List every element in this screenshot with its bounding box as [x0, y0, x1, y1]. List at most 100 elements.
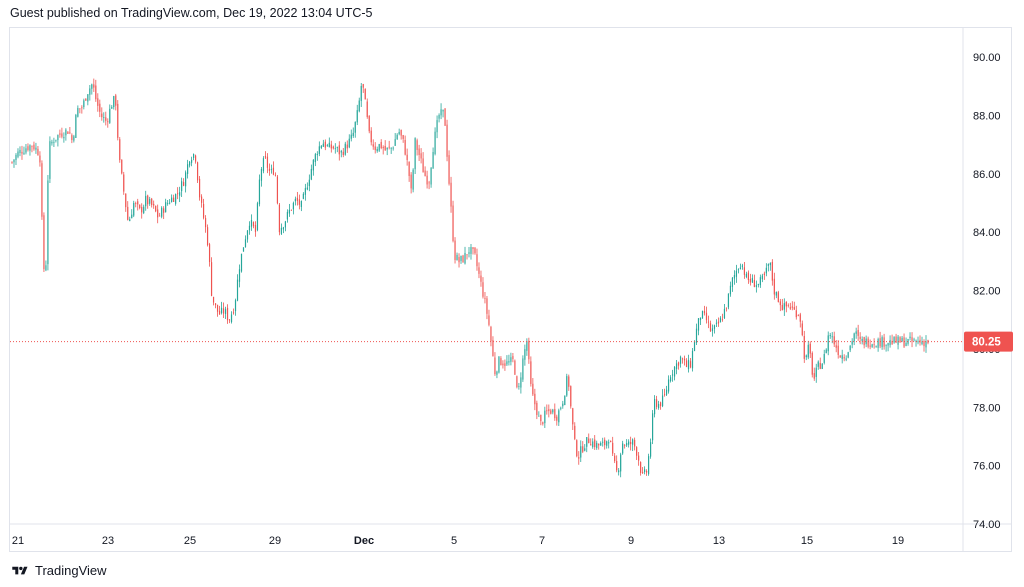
candle-body — [659, 402, 662, 406]
candle-body — [825, 349, 827, 354]
candle-body — [580, 446, 582, 458]
candle-body — [208, 244, 211, 262]
candle-body — [616, 461, 618, 471]
candle-body — [101, 113, 103, 118]
candle-body — [560, 407, 562, 409]
x-tick-label: 7 — [539, 535, 545, 547]
candle-body — [428, 182, 430, 184]
candle-body — [125, 193, 127, 208]
candle-body — [550, 410, 552, 414]
candle-body — [566, 376, 568, 396]
candle-body — [781, 304, 783, 311]
candle-body — [368, 115, 370, 132]
candle-body — [502, 363, 504, 366]
tradingview-logo-icon — [12, 566, 28, 574]
candle-body — [418, 148, 420, 155]
candle-body — [889, 339, 891, 346]
candle-body — [454, 240, 456, 260]
candle-body — [843, 357, 845, 359]
candle-body — [350, 134, 352, 139]
candle-body — [159, 215, 161, 217]
candle-body — [811, 352, 813, 375]
candle-body — [218, 310, 221, 315]
candle-body — [358, 100, 360, 112]
candle-body — [773, 278, 775, 295]
candle-body — [360, 86, 362, 101]
candle-body — [640, 462, 642, 473]
candle-body — [278, 204, 281, 233]
candle-body — [590, 444, 592, 446]
y-tick-label: 78.00 — [973, 402, 1001, 414]
candle-body — [252, 222, 255, 227]
candle-body — [15, 154, 17, 161]
candle-body — [478, 267, 480, 274]
candle-body — [402, 135, 404, 139]
candle-body — [364, 89, 366, 100]
last-price-tag[interactable] — [964, 331, 1013, 352]
candle-body — [113, 96, 115, 108]
candle-body — [895, 336, 897, 343]
candle-body — [665, 389, 668, 395]
chart-frame[interactable] — [9, 27, 1012, 552]
candle-body — [480, 275, 482, 282]
candle-body — [462, 255, 464, 263]
candle-body — [751, 278, 753, 283]
candle-body — [763, 273, 765, 275]
candle-body — [73, 136, 75, 141]
candle-body — [414, 138, 416, 170]
candle-body — [713, 325, 716, 329]
candle-body — [422, 158, 424, 173]
candle-body — [510, 357, 512, 362]
candle-body — [793, 307, 795, 310]
candle-body — [608, 442, 610, 444]
candle-body — [396, 134, 398, 140]
candle-body — [133, 203, 135, 216]
candle-body — [604, 439, 606, 446]
candle-body — [286, 211, 288, 220]
tradingview-brand-label: TradingView — [35, 563, 107, 578]
candle-body — [51, 141, 53, 144]
candle-body — [592, 441, 594, 448]
candle-body — [390, 147, 392, 149]
candle-body — [711, 328, 714, 332]
candle-body — [420, 153, 422, 159]
candle-body — [833, 336, 835, 345]
y-tick-label: 76.00 — [973, 461, 1001, 473]
candle-body — [312, 159, 314, 171]
tradingview-branding[interactable]: TradingView — [10, 563, 107, 578]
candle-body — [721, 319, 724, 321]
candle-body — [769, 262, 771, 266]
candle-body — [143, 206, 145, 214]
candle-body — [13, 159, 15, 163]
candle-body — [801, 323, 803, 336]
candle-body — [288, 209, 290, 214]
candle-body — [823, 354, 825, 363]
candle-body — [661, 395, 664, 407]
candle-body — [153, 203, 155, 206]
candle-body — [675, 363, 678, 370]
candle-body — [230, 314, 233, 322]
candle-body — [917, 341, 919, 343]
candle-body — [540, 414, 542, 422]
candle-body — [923, 341, 925, 347]
candle-body — [366, 101, 368, 117]
candle-body — [264, 156, 267, 158]
candle-body — [470, 247, 472, 254]
candle-body — [586, 437, 588, 447]
candle-body — [568, 376, 570, 387]
candle-body — [310, 168, 312, 180]
candle-body — [410, 174, 412, 189]
candle-body — [157, 209, 159, 218]
candle-body — [131, 214, 133, 219]
candle-body — [719, 317, 722, 323]
y-tick-label: 86.00 — [973, 169, 1001, 181]
candle-body — [314, 154, 316, 163]
candle-body — [204, 218, 207, 228]
candle-body — [41, 163, 43, 217]
candle-body — [588, 438, 590, 444]
candle-body — [494, 357, 496, 375]
candle-body — [300, 200, 302, 207]
candle-body — [79, 108, 81, 110]
candle-body — [59, 133, 61, 135]
